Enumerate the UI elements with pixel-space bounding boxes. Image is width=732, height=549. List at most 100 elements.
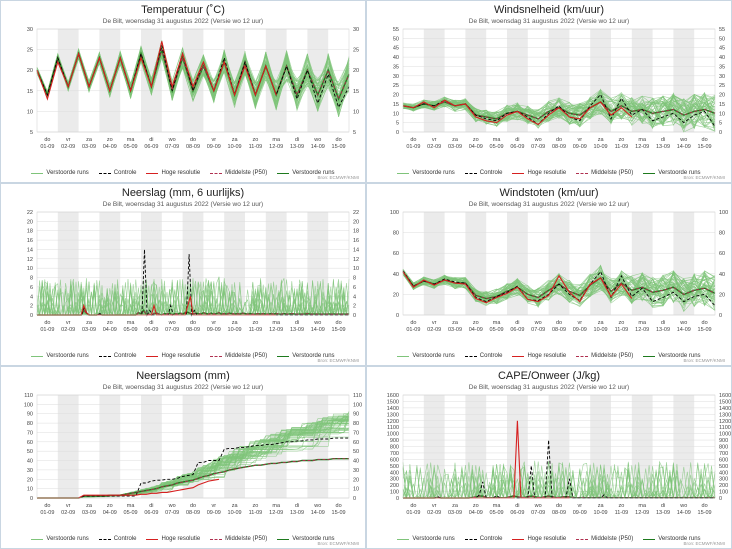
x-tick-dow: zo xyxy=(252,137,258,143)
legend-item[interactable]: Middelste (P50) xyxy=(210,536,267,542)
legend-swatch xyxy=(576,538,589,540)
y-tick-label-right: 10 xyxy=(353,109,359,115)
y-tick-label-left: 15 xyxy=(393,102,399,108)
legend-item[interactable]: Controle xyxy=(464,170,502,176)
y-tick-label-right: 45 xyxy=(719,46,725,52)
x-tick-dow: za xyxy=(86,137,93,143)
ensemble-member-line xyxy=(402,92,716,124)
legend-swatch xyxy=(397,538,410,540)
legend-label: Verstoorde runs xyxy=(412,536,455,542)
legend-swatch xyxy=(512,172,525,174)
legend-item[interactable]: Hoge resolutie xyxy=(146,170,200,176)
legend-item[interactable]: Verstoorde runs xyxy=(31,536,89,542)
legend-item[interactable]: Verstoorde runs xyxy=(643,536,701,542)
legend-item[interactable]: Verstoorde runs xyxy=(397,170,455,176)
y-tick-label-right: 80 xyxy=(719,231,725,237)
x-tick-dow: do xyxy=(556,503,562,509)
y-tick-label-right: 35 xyxy=(719,64,725,70)
y-tick-label-right: 10 xyxy=(353,487,359,493)
y-tick-label-right: 0 xyxy=(719,130,722,136)
x-tick-dow: vr xyxy=(212,320,217,326)
day-band xyxy=(507,29,528,132)
legend-swatch xyxy=(277,355,290,357)
legend-item[interactable]: Middelste (P50) xyxy=(210,170,267,176)
y-tick-label-right: 400 xyxy=(719,470,728,476)
x-tick-date: 15-09 xyxy=(698,327,712,333)
x-tick-dow: wo xyxy=(168,503,176,509)
y-tick-label-right: 14 xyxy=(353,247,359,253)
y-tick-label-right: 8 xyxy=(353,276,356,282)
x-tick-dow: vr xyxy=(212,503,217,509)
y-tick-label-left: 25 xyxy=(27,48,33,54)
legend-item[interactable]: Hoge resolutie xyxy=(512,536,566,542)
legend-item[interactable]: Controle xyxy=(464,536,503,542)
x-tick-date: 06-09 xyxy=(510,327,524,333)
y-tick-label-left: 10 xyxy=(27,487,33,493)
legend-item[interactable]: Verstoorde runs xyxy=(277,353,335,359)
source-credit: Bron: ECMWF/KNMI xyxy=(683,358,725,363)
x-tick-date: 14-09 xyxy=(677,327,691,333)
legend-item[interactable]: Controle xyxy=(464,353,502,359)
legend-item[interactable]: Controle xyxy=(98,536,136,542)
legend-item[interactable]: Hoge resolutie xyxy=(146,353,200,359)
x-tick-date: 07-09 xyxy=(165,327,179,333)
x-tick-dow: ma xyxy=(638,320,647,326)
legend-item[interactable]: Verstoorde runs xyxy=(397,353,455,359)
legend-swatch xyxy=(576,172,589,174)
x-tick-dow: do xyxy=(44,137,50,143)
y-tick-label-left: 800 xyxy=(390,445,399,451)
legend-item[interactable]: Verstoorde runs xyxy=(397,536,455,542)
day-band xyxy=(423,212,445,315)
chart-subtitle: De Bilt, woensdag 31 augustus 2022 (Vers… xyxy=(102,201,264,208)
legend-item[interactable]: Verstoorde runs xyxy=(31,353,89,359)
ensemble-member-line xyxy=(402,272,716,304)
x-tick-dow: di xyxy=(295,137,299,143)
x-tick-date: 09-09 xyxy=(573,327,587,333)
legend-label: Controle xyxy=(479,536,503,542)
x-tick-dow: do xyxy=(336,503,342,509)
legend-swatch xyxy=(31,538,44,540)
x-tick-date: 11-09 xyxy=(249,144,263,150)
y-tick-label-left: 100 xyxy=(390,490,399,496)
legend-item[interactable]: Verstoorde runs xyxy=(643,353,701,359)
legend-label: Verstoorde runs xyxy=(46,170,89,176)
y-tick-label-left: 5 xyxy=(30,130,33,136)
day-band xyxy=(224,395,245,498)
x-tick-date: 14-09 xyxy=(677,510,691,516)
x-tick-date: 06-09 xyxy=(510,510,524,516)
legend-item[interactable]: Middelste (P50) xyxy=(576,536,633,542)
x-tick-date: 01-09 xyxy=(406,510,420,516)
legend-item[interactable]: Hoge resolutie xyxy=(512,353,566,359)
legend-item[interactable]: Controle xyxy=(98,353,137,359)
x-tick-date: 15-09 xyxy=(698,510,712,516)
legend-item[interactable]: Verstoorde runs xyxy=(277,536,335,542)
x-tick-dow: vr xyxy=(432,137,437,143)
legend-item[interactable]: Controle xyxy=(98,170,136,176)
y-tick-label-left: 1200 xyxy=(387,419,399,425)
legend-item[interactable]: Middelste (P50) xyxy=(576,170,633,176)
day-band xyxy=(590,212,611,315)
hires-line xyxy=(402,271,633,304)
y-tick-label-right: 200 xyxy=(719,483,728,489)
source-credit: Bron: ECMWF/KNMI xyxy=(683,175,725,180)
y-tick-label-right: 30 xyxy=(353,27,359,33)
plot-frame xyxy=(402,394,716,499)
y-tick-label-left: 8 xyxy=(30,276,33,282)
legend-item[interactable]: Middelste (P50) xyxy=(210,353,267,359)
legend-item[interactable]: Hoge resolutie xyxy=(146,536,200,542)
legend-label: Controle xyxy=(113,353,137,359)
y-tick-label-right: 20 xyxy=(353,219,359,225)
legend-item[interactable]: Verstoorde runs xyxy=(31,170,89,176)
y-tick-label-left: 500 xyxy=(390,464,399,470)
legend-item[interactable]: Verstoorde runs xyxy=(277,170,335,176)
day-band xyxy=(507,212,528,315)
x-tick-date: 13-09 xyxy=(290,327,304,333)
legend-label: Middelste (P50) xyxy=(225,353,268,359)
legend-swatch xyxy=(98,172,111,174)
legend-item[interactable]: Verstoorde runs xyxy=(643,170,701,176)
legend-item[interactable]: Hoge resolutie xyxy=(512,170,566,176)
legend-item[interactable]: Middelste (P50) xyxy=(576,353,633,359)
y-tick-label-right: 16 xyxy=(353,238,359,244)
legend-label: Middelste (P50) xyxy=(591,353,634,359)
